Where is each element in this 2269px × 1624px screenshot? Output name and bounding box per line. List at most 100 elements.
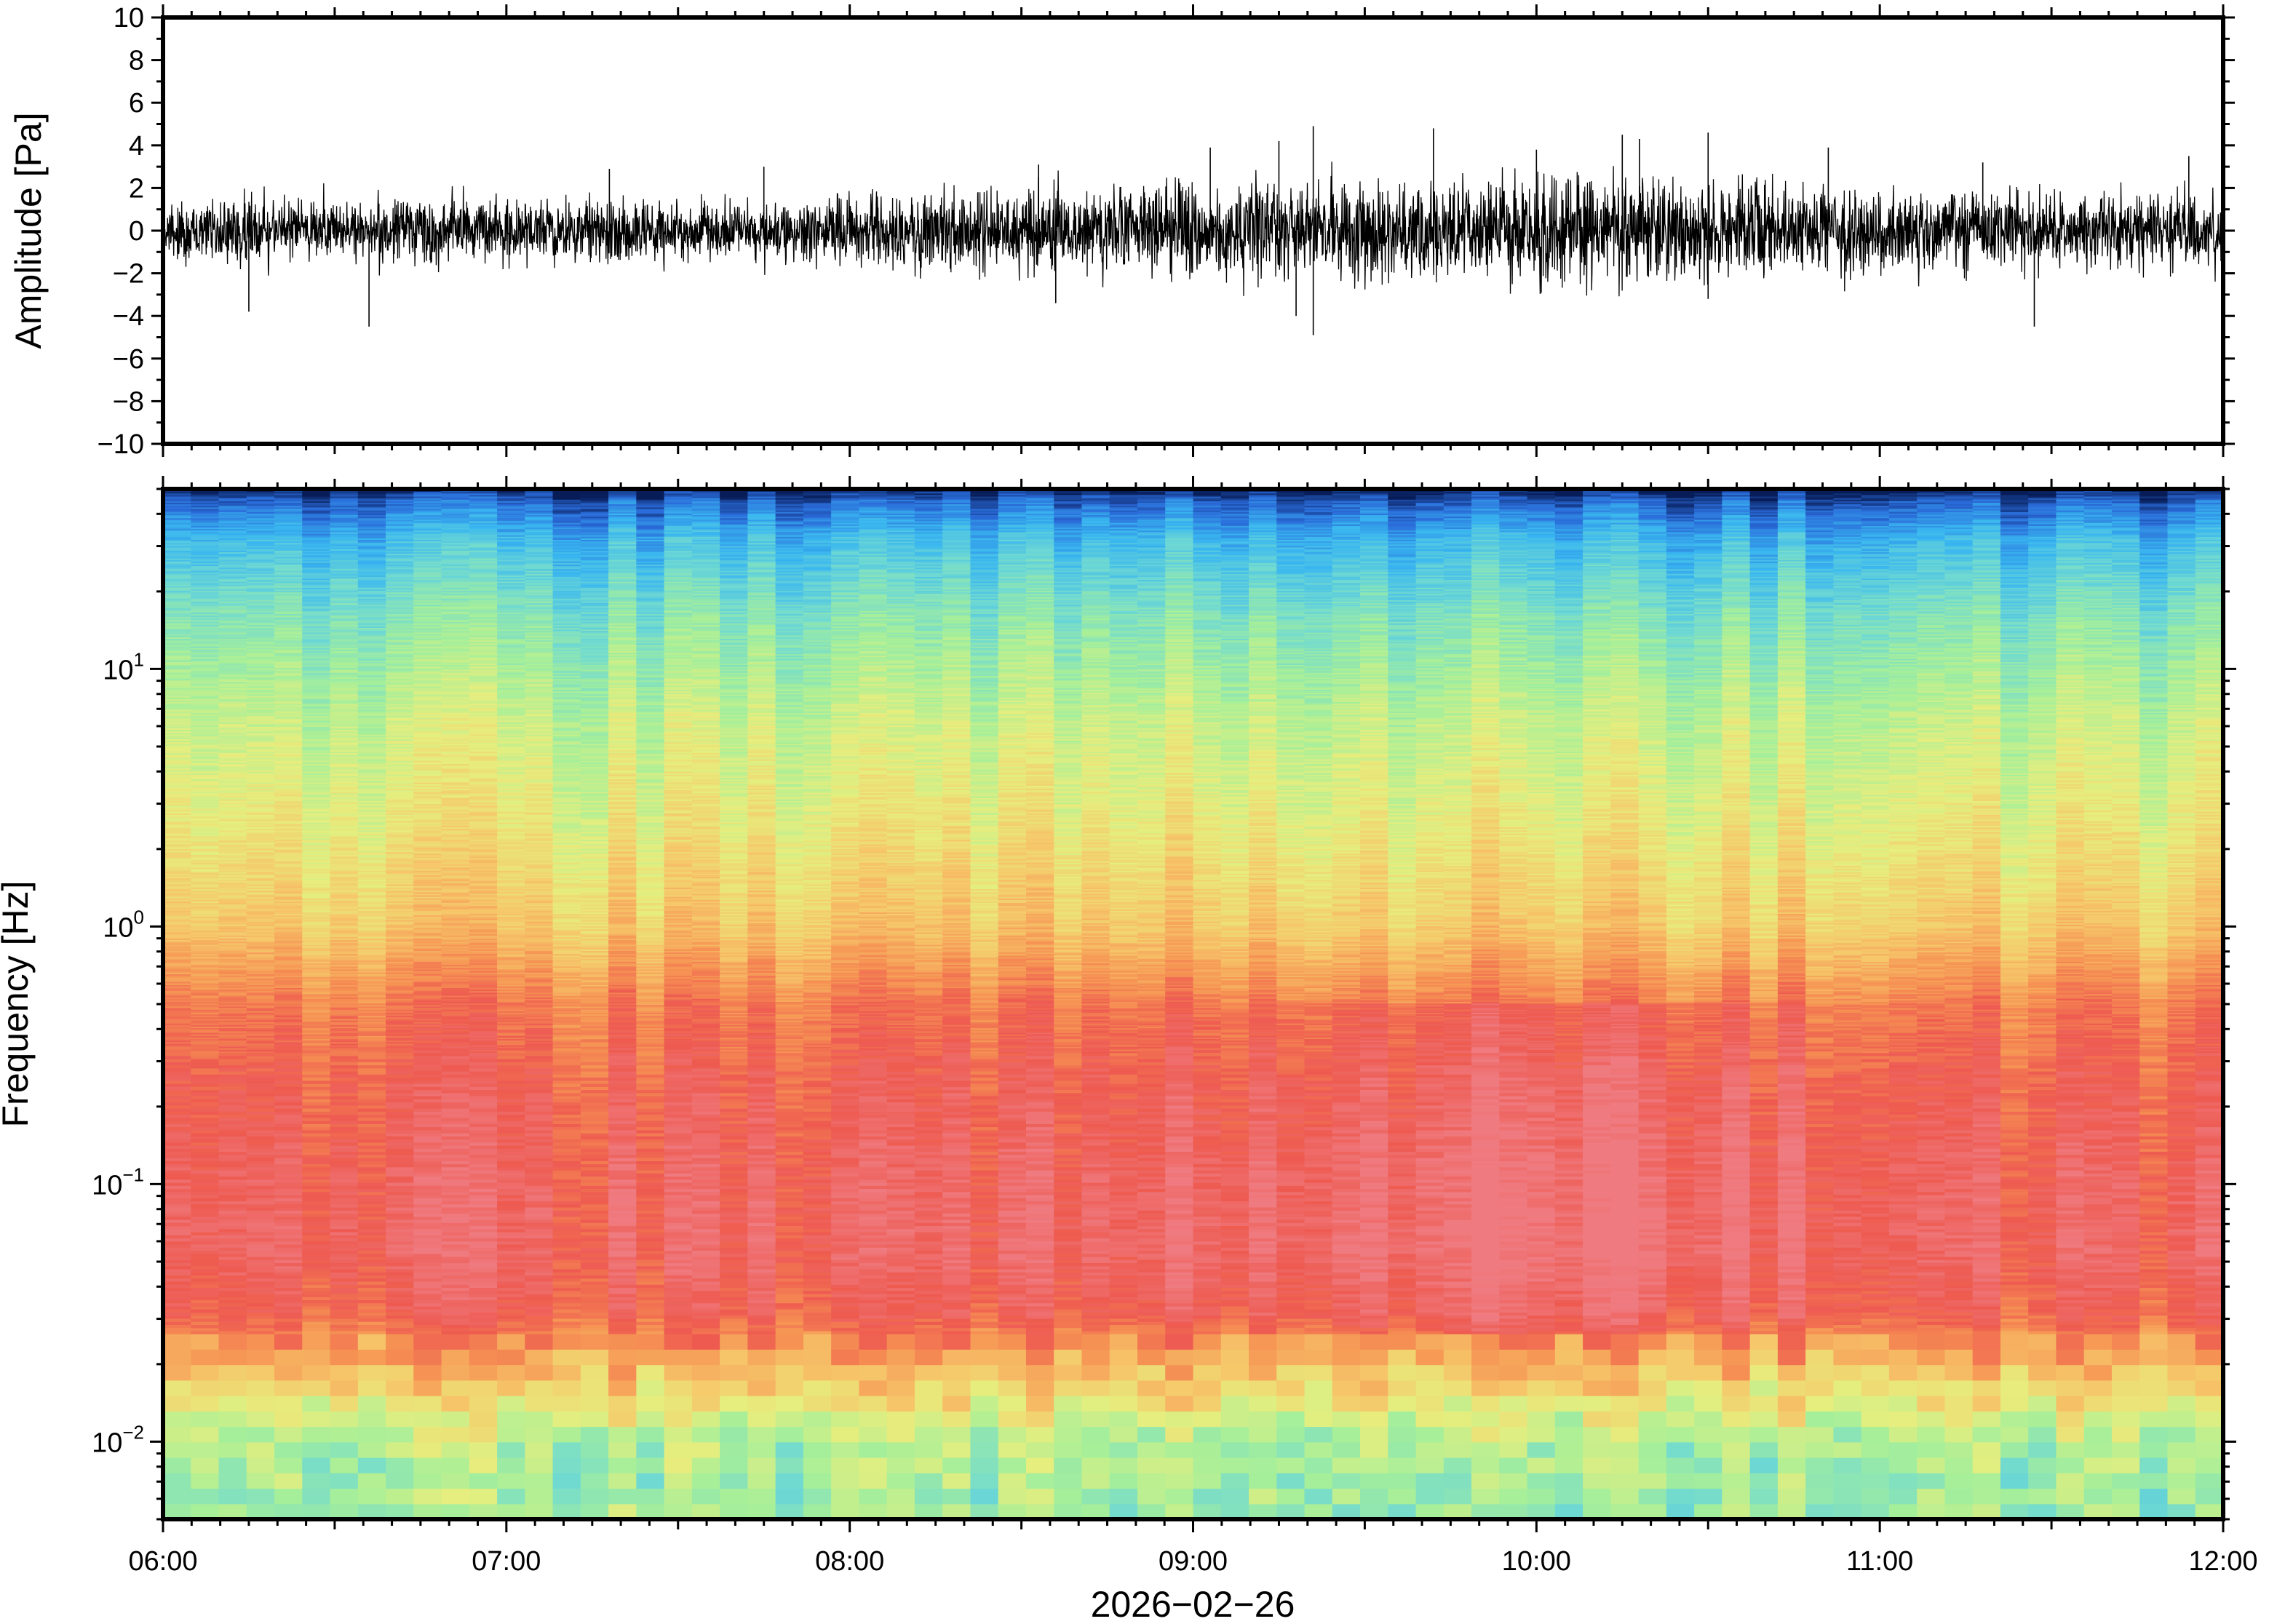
spectrogram-cell bbox=[274, 757, 303, 760]
spectrogram-cell bbox=[274, 1041, 303, 1044]
spectrogram-cell bbox=[274, 1114, 303, 1118]
spectrogram-cell bbox=[163, 660, 191, 662]
spectrogram-cell bbox=[357, 1278, 386, 1282]
spectrogram-cell bbox=[274, 650, 303, 653]
spectrogram-cell bbox=[274, 1052, 303, 1056]
spectrogram-cell bbox=[191, 1126, 220, 1131]
spectrogram-cell bbox=[302, 1059, 331, 1062]
spectrogram-cell bbox=[218, 578, 247, 581]
spectrogram-cell bbox=[163, 626, 191, 629]
spectrogram-cell bbox=[218, 845, 247, 848]
spectrogram-cell bbox=[302, 1052, 331, 1056]
spectrogram-cell bbox=[330, 1139, 359, 1143]
spectrogram-cell bbox=[218, 1077, 247, 1081]
spectrogram-cell bbox=[441, 1182, 470, 1186]
spectrogram-cell bbox=[330, 1265, 359, 1270]
spectrogram-cell bbox=[191, 682, 220, 685]
spectrogram-cell bbox=[274, 1089, 303, 1094]
spectrogram-cell bbox=[246, 1309, 275, 1313]
spectrogram-cell bbox=[163, 894, 191, 897]
spectrogram-cell bbox=[357, 1121, 386, 1124]
spectrogram-cell bbox=[163, 976, 191, 979]
spectrogram-cell bbox=[191, 946, 220, 948]
spectrogram-cell bbox=[246, 877, 275, 880]
spectrogram-cell bbox=[163, 1198, 191, 1202]
spectrogram-cell bbox=[246, 638, 275, 641]
spectrogram-cell bbox=[163, 655, 191, 658]
spectrogram-cell bbox=[246, 519, 275, 522]
spectrogram-cell bbox=[218, 491, 247, 494]
spectrogram-cell bbox=[191, 513, 220, 515]
spectrogram-cell bbox=[191, 531, 220, 534]
spectrogram-cell bbox=[274, 995, 303, 998]
spectrogram-cell bbox=[357, 1219, 386, 1223]
spectrogram-cell bbox=[191, 768, 220, 771]
spectrogram-cell bbox=[274, 913, 303, 916]
spectrogram-cell bbox=[163, 682, 191, 685]
spectrogram-cell bbox=[191, 802, 220, 805]
spectrogram-cell bbox=[274, 936, 303, 939]
spectrogram-cell bbox=[191, 909, 220, 911]
spectrogram-cell bbox=[191, 783, 220, 786]
spectrogram-cell bbox=[330, 1349, 359, 1366]
spectrogram-cell bbox=[274, 1198, 303, 1202]
spectrogram-cell bbox=[191, 997, 220, 999]
spectrogram-cell bbox=[163, 884, 191, 886]
spectrogram-cell bbox=[274, 726, 303, 729]
spectrogram-cell bbox=[246, 1022, 275, 1024]
spectrogram-cell bbox=[246, 955, 275, 958]
spectrogram-cell bbox=[218, 582, 247, 585]
spectrogram-cell bbox=[246, 542, 275, 545]
spectrogram-cell bbox=[218, 1089, 247, 1094]
spectrogram-cell bbox=[274, 865, 303, 868]
spectrogram-cell bbox=[191, 938, 220, 941]
spectrogram-cell bbox=[441, 1473, 470, 1489]
spectrogram-cell bbox=[357, 1247, 386, 1251]
spectrogram-cell bbox=[246, 1281, 275, 1285]
spectrogram-cell bbox=[191, 934, 220, 936]
spectrogram-cell bbox=[413, 1108, 442, 1112]
spectrogram-cell bbox=[163, 632, 191, 634]
spectrogram-cell bbox=[163, 857, 191, 860]
spectrogram-cell bbox=[191, 1051, 220, 1054]
spectrogram-cell bbox=[357, 1151, 386, 1155]
spectrogram-cell bbox=[274, 1000, 303, 1003]
spectrogram-cell bbox=[163, 1139, 191, 1143]
spectrogram-cell bbox=[274, 861, 303, 863]
spectrogram-cell bbox=[191, 847, 220, 849]
spectrogram-cell bbox=[163, 607, 191, 610]
spectrogram-cell bbox=[218, 926, 247, 928]
spectrogram-cell bbox=[246, 491, 275, 494]
spectrogram-cell bbox=[163, 902, 191, 905]
spectrogram-cell bbox=[163, 556, 191, 559]
spectrogram-cell bbox=[163, 1188, 191, 1193]
spectrogram-cell bbox=[246, 682, 275, 685]
spectrogram-cell bbox=[163, 1035, 191, 1038]
spectrogram-cell bbox=[163, 1027, 191, 1030]
spectrogram-cell bbox=[163, 1318, 191, 1322]
spectrogram-cell bbox=[246, 1108, 275, 1112]
spectrogram-cell bbox=[191, 689, 220, 692]
spectrogram-cell bbox=[274, 754, 303, 757]
spectrogram-cell bbox=[274, 1071, 303, 1075]
spectrogram-cell bbox=[218, 1117, 247, 1121]
spectrogram-cell bbox=[191, 894, 220, 897]
spectrogram-cell bbox=[274, 880, 303, 883]
spectrogram-cell bbox=[191, 508, 220, 511]
spectrogram-cell bbox=[218, 827, 247, 829]
spectrogram-cell bbox=[274, 638, 303, 641]
spectrogram-cell bbox=[191, 763, 220, 766]
spectrogram-cell bbox=[218, 560, 247, 562]
spectrogram-cell bbox=[274, 1243, 303, 1248]
spectrogram-cell bbox=[274, 864, 303, 867]
spectrogram-cell bbox=[218, 1157, 247, 1161]
spectrogram-cell bbox=[246, 1006, 275, 1008]
spectrogram-cell bbox=[218, 1074, 247, 1078]
spectrogram-cell bbox=[191, 1014, 220, 1016]
spectrogram-cell bbox=[191, 528, 220, 531]
spectrogram-cell bbox=[386, 1198, 414, 1202]
spectrogram-cell bbox=[357, 1380, 386, 1396]
spectrogram-cell bbox=[386, 1194, 414, 1198]
spectrogram-cell bbox=[191, 672, 220, 674]
spectrogram-cell bbox=[274, 688, 303, 690]
